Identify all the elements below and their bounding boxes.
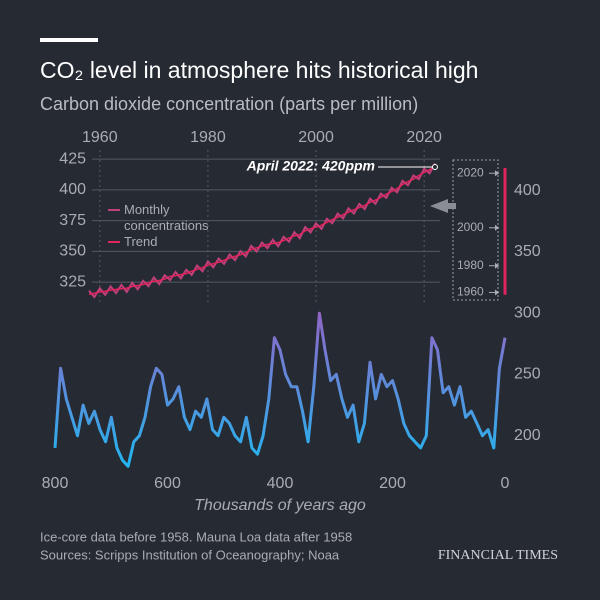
series-line <box>53 311 507 468</box>
arrow-tail <box>448 203 456 209</box>
title-bar <box>40 38 98 42</box>
x-tick-label: 1960 <box>82 129 118 146</box>
y-tick-label: 325 <box>59 273 86 290</box>
y-tick-label: 400 <box>59 181 86 198</box>
inset-year-label: 2020 <box>457 165 484 179</box>
x-tick-label: 400 <box>267 475 294 492</box>
series-line <box>88 162 436 299</box>
inset-year-label: 2000 <box>457 220 484 234</box>
y-tick-label: 375 <box>59 212 86 229</box>
x-tick-label: 200 <box>379 475 406 492</box>
inset-year-label: 1960 <box>457 285 484 299</box>
y-tick-label: 425 <box>59 150 86 167</box>
x-tick-label: 2020 <box>406 129 442 146</box>
y-tick-label: 400 <box>514 182 541 199</box>
annotation-marker <box>431 164 438 170</box>
x-tick-label: 2000 <box>298 129 334 146</box>
x-tick-label: 1980 <box>190 129 226 146</box>
y-tick-label: 350 <box>59 243 86 260</box>
inset-arrowhead <box>495 262 499 269</box>
y-tick-label: 200 <box>514 427 541 444</box>
x-tick-label: 0 <box>501 475 510 492</box>
brand: FINANCIAL TIMES <box>438 548 558 563</box>
inset-year-label: 1980 <box>457 258 484 272</box>
inset-box <box>452 159 499 301</box>
legend-label: Monthly concentrations <box>124 202 209 233</box>
y-tick-label: 350 <box>514 243 541 260</box>
title: CO₂ level in atmosphere hits historical … <box>40 57 478 83</box>
x-axis-label: Thousands of years ago <box>194 497 366 514</box>
x-tick-label: 600 <box>154 475 181 492</box>
legend-label: Trend <box>124 234 158 249</box>
annotation: April 2022: 420ppm <box>246 158 375 174</box>
y-tick-label: 250 <box>514 366 541 383</box>
inset-arrowhead <box>495 289 499 296</box>
series-line <box>88 166 436 296</box>
inset-arrowhead <box>495 170 499 177</box>
arrow <box>430 199 448 213</box>
inset-arrowhead <box>495 224 499 231</box>
y-tick-label: 300 <box>514 304 541 321</box>
sources: Sources: Scripps Institution of Oceanogr… <box>40 547 340 562</box>
x-tick-label: 800 <box>42 475 69 492</box>
subtitle: Carbon dioxide concentration (parts per … <box>40 94 418 114</box>
note: Ice-core data before 1958. Mauna Loa dat… <box>40 529 352 544</box>
